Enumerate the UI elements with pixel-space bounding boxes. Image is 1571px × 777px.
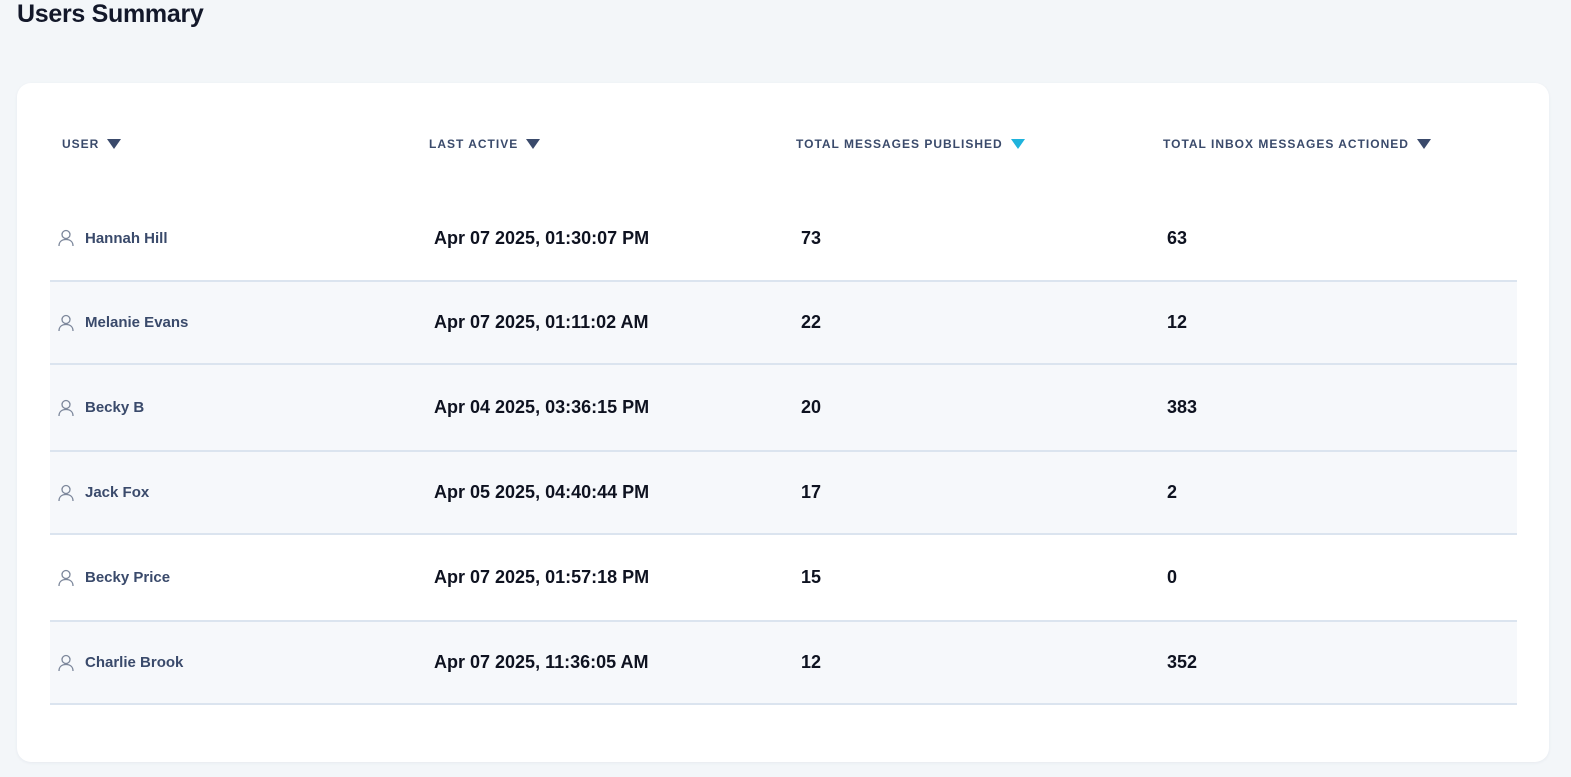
column-header-label: USER — [62, 137, 100, 151]
total-messages-published-cell: 12 — [801, 652, 822, 672]
column-header-user[interactable]: USER — [62, 137, 122, 151]
user-name: Becky Price — [85, 569, 171, 586]
total-messages-published-cell: 22 — [801, 312, 822, 332]
total-inbox-messages-actioned-cell: 352 — [1167, 652, 1198, 672]
last-active-cell: Apr 07 2025, 01:11:02 AM — [434, 312, 649, 332]
user-cell[interactable]: Becky Price — [58, 535, 170, 620]
column-header-total-messages-published[interactable]: TOTAL MESSAGES PUBLISHED — [796, 137, 1025, 151]
user-name: Becky B — [85, 399, 145, 416]
total-messages-published-cell: 15 — [801, 567, 822, 587]
total-messages-published-cell: 17 — [801, 482, 822, 502]
user-icon — [58, 229, 74, 247]
user-name: Charlie Brook — [85, 654, 184, 671]
column-header-total-inbox-messages-actioned[interactable]: TOTAL INBOX MESSAGES ACTIONED — [1163, 137, 1431, 151]
column-header-label: LAST ACTIVE — [429, 137, 519, 151]
total-inbox-messages-actioned-cell: 2 — [1167, 482, 1178, 502]
total-inbox-messages-actioned-cell: 0 — [1167, 567, 1178, 587]
table-row[interactable]: Melanie Evans Apr 07 2025, 01:11:02 AM 2… — [50, 282, 1517, 365]
page-title: Users Summary — [17, 0, 204, 28]
table-row[interactable]: Becky Price Apr 07 2025, 01:57:18 PM 15 … — [50, 535, 1517, 622]
caret-down-icon[interactable] — [107, 139, 122, 149]
column-header-label: TOTAL MESSAGES PUBLISHED — [796, 137, 1003, 151]
user-cell[interactable]: Jack Fox — [58, 452, 149, 533]
table-row[interactable]: Charlie Brook Apr 07 2025, 11:36:05 AM 1… — [50, 622, 1517, 705]
user-icon — [58, 484, 74, 501]
user-icon — [58, 654, 74, 671]
table-row[interactable]: Jack Fox Apr 05 2025, 04:40:44 PM 17 2 — [50, 452, 1517, 535]
user-icon — [58, 314, 74, 331]
user-cell[interactable]: Becky B — [58, 365, 144, 450]
caret-down-icon[interactable] — [1010, 139, 1025, 149]
last-active-cell: Apr 07 2025, 01:30:07 PM — [434, 227, 650, 248]
last-active-cell: Apr 07 2025, 01:57:18 PM — [434, 567, 650, 587]
column-header-last-active[interactable]: LAST ACTIVE — [429, 137, 541, 151]
user-cell[interactable]: Hannah Hill — [58, 196, 168, 280]
user-icon — [58, 569, 74, 586]
user-icon — [58, 399, 74, 416]
user-name: Hannah Hill — [85, 229, 168, 247]
last-active-cell: Apr 07 2025, 11:36:05 AM — [434, 652, 649, 672]
table-body: Hannah Hill Apr 07 2025, 01:30:07 PM 73 … — [50, 196, 1517, 705]
table-row[interactable]: Becky B Apr 04 2025, 03:36:15 PM 20 383 — [50, 365, 1517, 452]
user-name: Jack Fox — [85, 484, 150, 501]
user-cell[interactable]: Melanie Evans — [58, 282, 188, 363]
total-inbox-messages-actioned-cell: 383 — [1167, 397, 1198, 417]
last-active-cell: Apr 04 2025, 03:36:15 PM — [434, 397, 650, 417]
table-row[interactable]: Hannah Hill Apr 07 2025, 01:30:07 PM 73 … — [50, 196, 1517, 282]
user-cell[interactable]: Charlie Brook — [58, 622, 183, 703]
total-messages-published-cell: 73 — [801, 227, 822, 248]
total-inbox-messages-actioned-cell: 12 — [1167, 312, 1188, 332]
caret-down-icon[interactable] — [526, 139, 541, 149]
total-inbox-messages-actioned-cell: 63 — [1167, 227, 1188, 248]
total-messages-published-cell: 20 — [801, 397, 822, 417]
column-header-label: TOTAL INBOX MESSAGES ACTIONED — [1163, 137, 1409, 151]
caret-down-icon[interactable] — [1416, 139, 1431, 149]
user-name: Melanie Evans — [85, 314, 189, 331]
table-header: USER LAST ACTIVE TOTAL MESSAGES PUBLISHE… — [44, 137, 1511, 155]
last-active-cell: Apr 05 2025, 04:40:44 PM — [434, 482, 650, 502]
